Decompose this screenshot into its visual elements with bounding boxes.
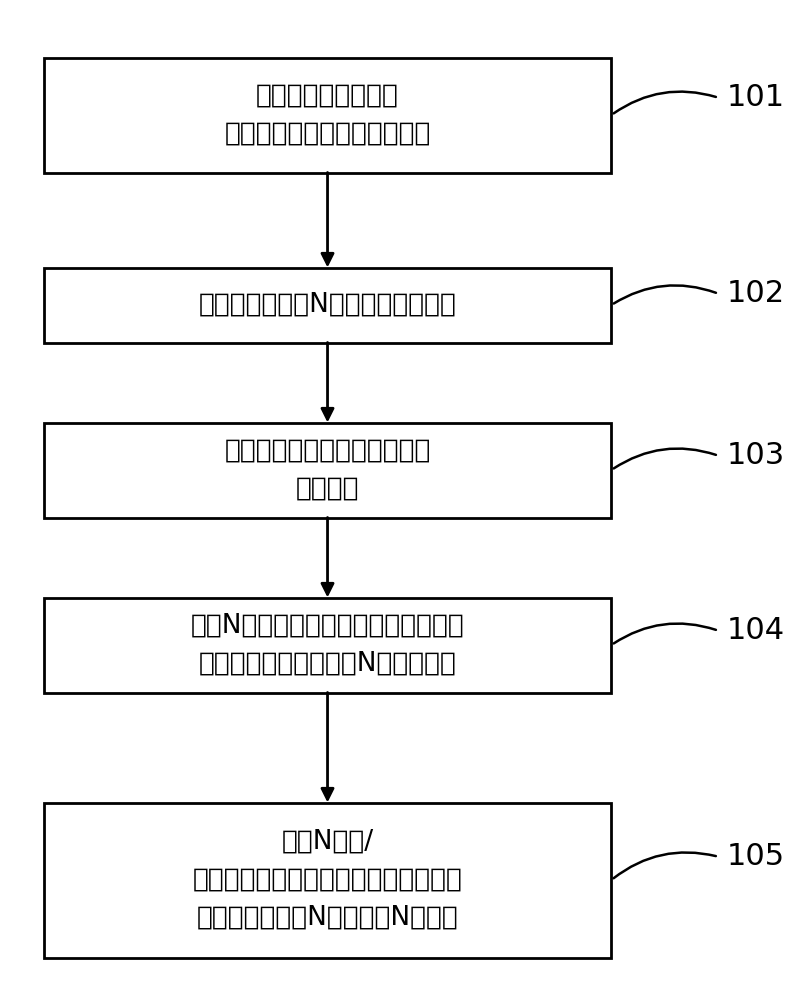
Text: 104: 104 xyxy=(727,616,784,645)
Text: 执行N型源/: 执行N型源/ xyxy=(281,829,374,855)
FancyBboxPatch shape xyxy=(44,57,611,172)
Text: 多晶硅栅: 多晶硅栅 xyxy=(296,476,359,502)
Text: 103: 103 xyxy=(727,441,784,470)
Text: 执行N型浅掺杂工艺，以在多晶硅栅两: 执行N型浅掺杂工艺，以在多晶硅栅两 xyxy=(191,613,464,639)
Text: 漏极掺杂工艺，以在多晶硅栅两侧的半: 漏极掺杂工艺，以在多晶硅栅两侧的半 xyxy=(193,867,462,893)
Text: 导体衬底中形成N型源极和N型漏极: 导体衬底中形成N型源极和N型漏极 xyxy=(197,905,458,931)
Text: 侧的半导体衬底中形成N型浅掺杂区: 侧的半导体衬底中形成N型浅掺杂区 xyxy=(198,651,457,677)
FancyBboxPatch shape xyxy=(44,802,611,958)
Text: 提供半导体衬底，该: 提供半导体衬底，该 xyxy=(256,83,399,109)
Text: 半导体衬底上形成有多晶硅层: 半导体衬底上形成有多晶硅层 xyxy=(225,121,430,147)
FancyBboxPatch shape xyxy=(44,422,611,518)
Text: 101: 101 xyxy=(727,83,784,112)
Text: 对多晶硅层进行N型栅极预掺杂工艺: 对多晶硅层进行N型栅极预掺杂工艺 xyxy=(198,292,457,318)
FancyBboxPatch shape xyxy=(44,598,611,692)
Text: 对多晶硅层进行刻蚀，以形成: 对多晶硅层进行刻蚀，以形成 xyxy=(225,438,430,464)
FancyBboxPatch shape xyxy=(44,268,611,342)
Text: 102: 102 xyxy=(727,279,784,308)
Text: 105: 105 xyxy=(727,842,784,871)
